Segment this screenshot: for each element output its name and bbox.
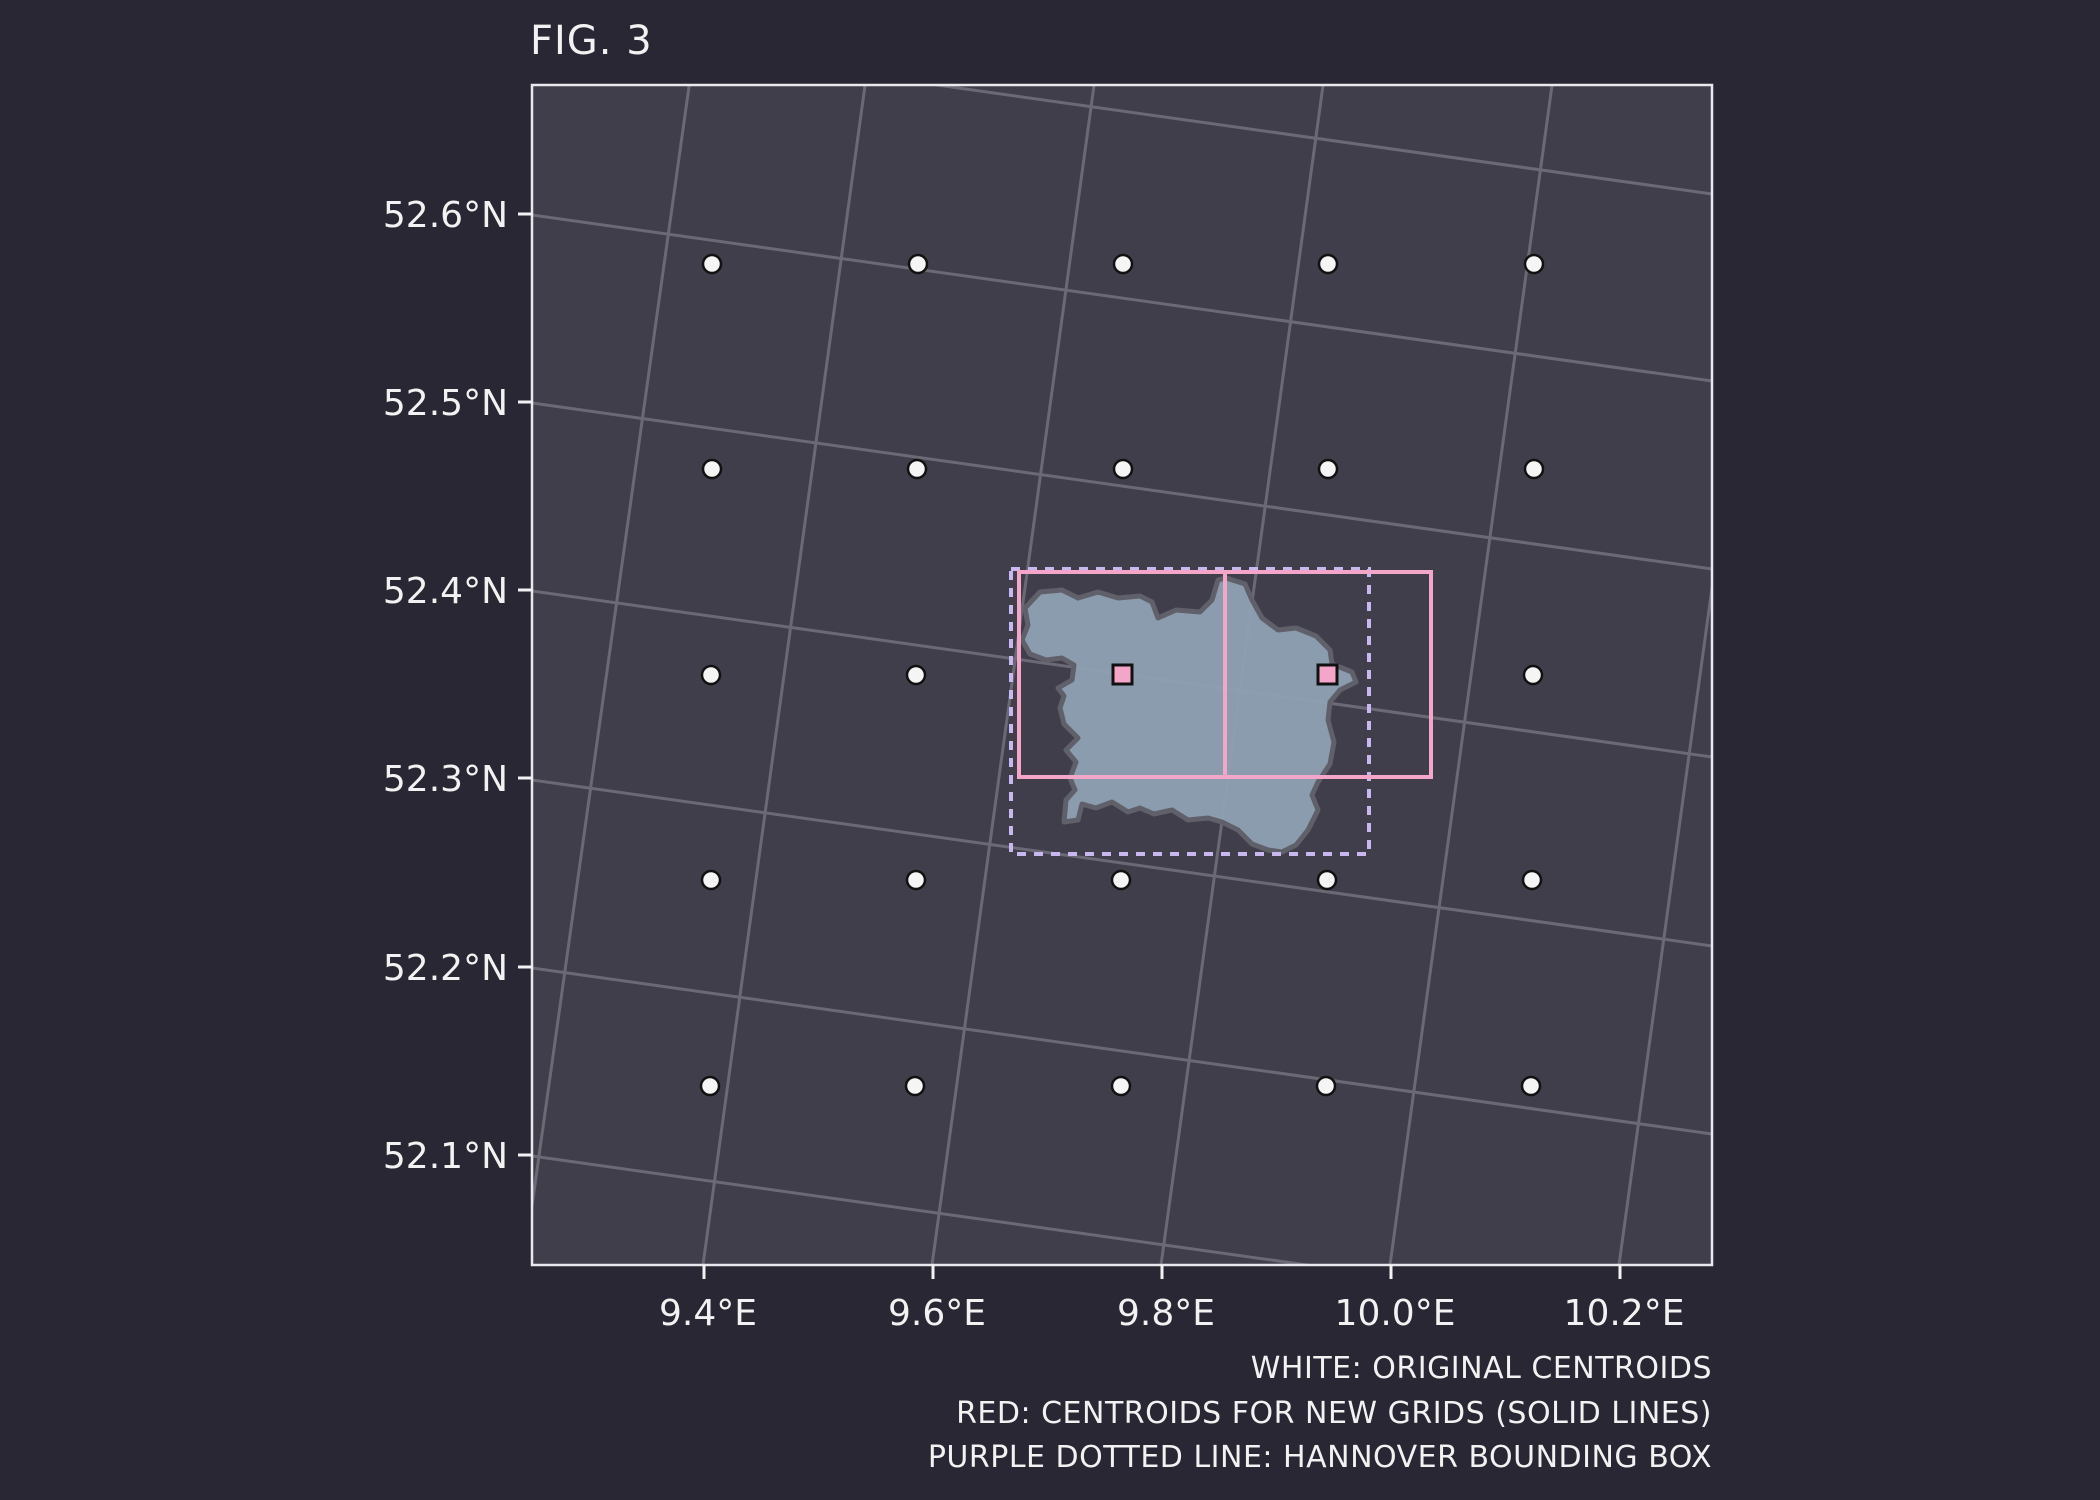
hannover-bounding-box — [1009, 567, 1371, 856]
lon-tick-label: 9.6°E — [888, 1293, 986, 1334]
lat-tick-label: 52.2°N — [383, 948, 508, 989]
original-centroid — [907, 253, 929, 275]
original-centroid — [1110, 869, 1132, 891]
parallel-line — [532, 966, 1712, 1136]
original-centroid — [1112, 253, 1134, 275]
lat-tick-label: 52.6°N — [383, 195, 508, 236]
original-centroid — [905, 869, 927, 891]
parallel-line — [532, 1154, 1318, 1265]
plot-frame — [530, 83, 1714, 1267]
original-centroid — [904, 1075, 926, 1097]
legend-white: WHITE: ORIGINAL CENTROIDS — [1250, 1351, 1712, 1386]
meridian-line — [701, 85, 867, 1265]
lon-tick-label: 10.2°E — [1564, 1293, 1685, 1334]
figure-label: FIG. 3 — [530, 18, 653, 64]
original-centroid — [1112, 458, 1134, 480]
lat-tick-label: 52.5°N — [383, 383, 508, 424]
original-centroid — [700, 869, 722, 891]
original-centroid — [700, 664, 722, 686]
parallel-line — [926, 85, 1712, 196]
original-centroid — [701, 253, 723, 275]
lat-tick-label: 52.4°N — [383, 571, 508, 612]
lat-tick-label: 52.1°N — [383, 1136, 508, 1177]
original-centroid — [906, 458, 928, 480]
original-centroid — [1316, 869, 1338, 891]
lon-tick-label: 9.4°E — [659, 1293, 757, 1334]
original-centroid — [905, 664, 927, 686]
meridian-line — [1617, 576, 1712, 1265]
meridian-line — [1388, 85, 1554, 1265]
original-centroid — [701, 458, 723, 480]
original-centroid — [1317, 458, 1339, 480]
original-centroid — [1522, 664, 1544, 686]
original-centroid — [699, 1075, 721, 1097]
parallel-line — [532, 778, 1712, 948]
original-centroid — [1317, 253, 1339, 275]
legend-purple: PURPLE DOTTED LINE: HANNOVER BOUNDING BO… — [927, 1440, 1712, 1475]
lon-tick-label: 10.0°E — [1335, 1293, 1456, 1334]
original-centroid — [1110, 1075, 1132, 1097]
graticule — [532, 85, 1712, 1265]
legend-red: RED: CENTROIDS FOR NEW GRIDS (SOLID LINE… — [956, 1396, 1712, 1431]
new-centroid — [1111, 663, 1134, 686]
original-centroids — [699, 253, 1545, 1097]
meridian-line — [532, 85, 691, 1217]
original-centroid — [1523, 253, 1545, 275]
hannover-region — [1019, 575, 1359, 855]
new-grid-cell-right — [1223, 570, 1433, 779]
lat-tick-label: 52.3°N — [383, 759, 508, 800]
original-centroid — [1521, 869, 1543, 891]
original-centroid — [1520, 1075, 1542, 1097]
parallel-line — [532, 401, 1712, 571]
original-centroid — [1315, 1075, 1337, 1097]
new-centroid — [1316, 663, 1339, 686]
original-centroid — [1523, 458, 1545, 480]
lon-tick-label: 9.8°E — [1117, 1293, 1215, 1334]
